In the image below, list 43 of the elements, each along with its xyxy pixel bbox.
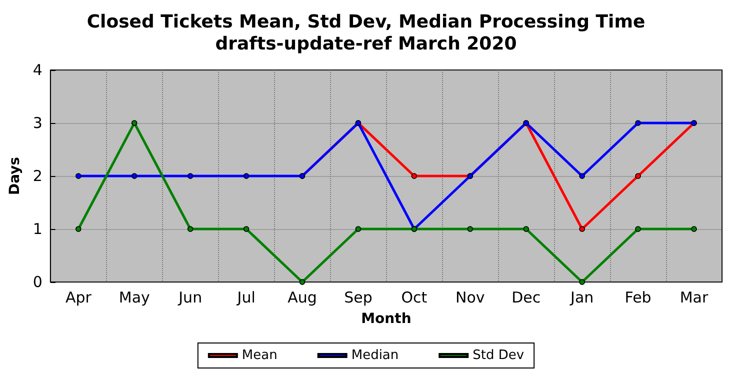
point (579, 173, 585, 179)
point (411, 173, 418, 179)
point (635, 120, 641, 126)
x-tick-label: Jun (178, 288, 202, 306)
y-tick-label: 1 (32, 220, 42, 238)
point (579, 279, 585, 285)
point (243, 226, 250, 232)
legend-label: Mean (242, 348, 278, 363)
point (579, 226, 585, 232)
x-tick-label: May (118, 288, 150, 306)
legend-label: Std Dev (472, 348, 524, 363)
y-tick-label: 0 (32, 273, 42, 291)
point (187, 173, 194, 179)
legend-label: Median (351, 348, 399, 363)
x-axis-title: Month (361, 311, 412, 327)
point (76, 226, 82, 232)
point (76, 173, 82, 179)
point (467, 226, 474, 232)
chart-title: Closed Tickets Mean, Std Dev, Median Processing Time drafts-update-ref March 2020 (86, 12, 646, 54)
y-tick-label: 2 (32, 167, 42, 185)
point (243, 173, 250, 179)
point (635, 173, 641, 179)
x-tick-label: Apr (65, 288, 92, 306)
point (131, 173, 138, 179)
point (131, 120, 138, 126)
point (635, 226, 641, 232)
x-tick-label: Aug (288, 288, 317, 306)
x-tick-label: Sep (344, 288, 372, 306)
point (299, 279, 306, 285)
x-tick-label: Nov (456, 288, 485, 306)
point (355, 226, 362, 232)
x-tick-label: Dec (512, 288, 541, 306)
x-tick-label: Jul (236, 288, 256, 306)
y-tick-label: 3 (32, 114, 42, 132)
x-tick-label: Jan (570, 288, 594, 306)
point (187, 226, 194, 232)
y-axis-title: Days (7, 156, 23, 196)
point (691, 226, 697, 232)
x-tick-label: Feb (624, 288, 652, 306)
y-tick-label: 4 (32, 61, 42, 79)
point (523, 226, 530, 232)
x-tick-label: Mar (680, 288, 709, 306)
x-tick-label: Oct (401, 288, 428, 306)
